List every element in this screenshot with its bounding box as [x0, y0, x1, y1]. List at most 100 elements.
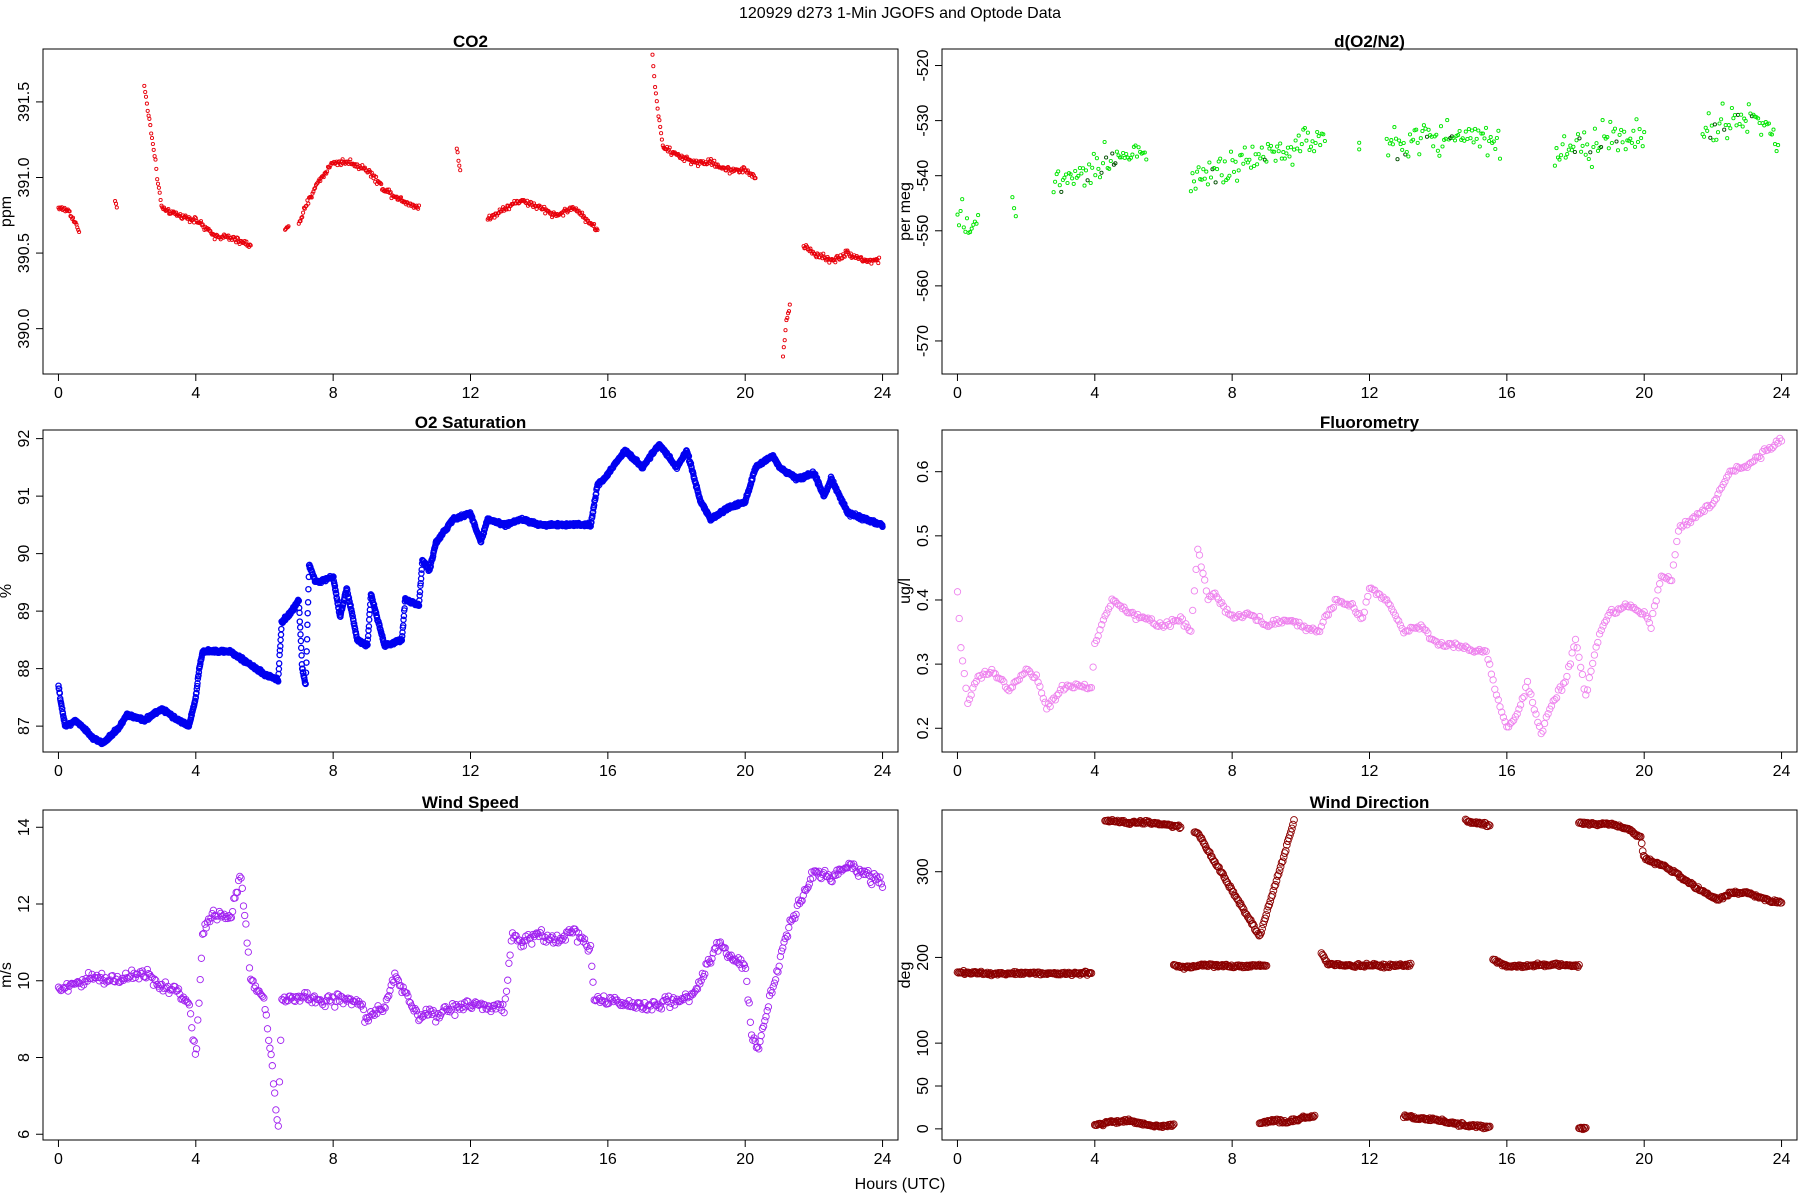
- data-point: [638, 1005, 646, 1013]
- data-point: [297, 637, 305, 645]
- data-point: [440, 1003, 448, 1011]
- data-point: [1575, 132, 1581, 137]
- data-point: [345, 594, 353, 602]
- data-point: [98, 969, 106, 978]
- data-point: [331, 582, 339, 590]
- data-point: [1473, 126, 1478, 131]
- data-point: [1316, 134, 1321, 139]
- data-point: [723, 953, 732, 961]
- data-point: [1116, 818, 1125, 826]
- data-point: [151, 147, 156, 152]
- data-point: [811, 867, 819, 875]
- data-points: [55, 440, 886, 748]
- data-point: [124, 975, 132, 983]
- data-point: [1097, 1119, 1105, 1128]
- data-point: [1771, 127, 1776, 132]
- data-point: [667, 145, 672, 150]
- y-tick-label: 390.0: [16, 309, 33, 349]
- data-point: [1393, 136, 1399, 141]
- x-tick-label: 24: [1773, 1151, 1791, 1168]
- data-point: [143, 94, 149, 99]
- data-point: [1637, 127, 1642, 132]
- data-point: [386, 187, 391, 192]
- data-point: [1010, 195, 1015, 200]
- data-point: [74, 978, 82, 986]
- data-point: [1437, 153, 1442, 158]
- data-point: [1144, 157, 1149, 162]
- data-point: [703, 960, 711, 968]
- data-point: [446, 1008, 454, 1016]
- data-point: [386, 986, 394, 995]
- data-point: [1169, 1120, 1178, 1129]
- data-point: [659, 997, 667, 1006]
- data-point: [301, 989, 309, 997]
- data-point: [244, 948, 252, 956]
- data-point: [697, 977, 705, 985]
- data-point: [1482, 647, 1490, 655]
- data-point: [964, 699, 972, 708]
- data-point: [1669, 561, 1678, 569]
- data-point: [1119, 1118, 1128, 1126]
- y-tick-label: 391.0: [16, 157, 33, 197]
- data-point: [1188, 189, 1193, 194]
- data-point: [595, 227, 600, 233]
- data-point: [1440, 144, 1445, 149]
- data-point: [1189, 606, 1197, 615]
- data-point: [1602, 616, 1611, 624]
- data-point: [865, 871, 873, 880]
- data-point: [1729, 105, 1734, 111]
- data-point: [1493, 146, 1498, 152]
- data-point: [1494, 135, 1499, 141]
- data-point: [1293, 622, 1302, 630]
- data-point: [1098, 621, 1106, 629]
- data-point: [1103, 609, 1111, 617]
- data-point: [113, 201, 119, 206]
- data-point: [1510, 716, 1518, 724]
- data-point: [1329, 603, 1338, 612]
- data-point: [1019, 671, 1027, 679]
- data-point: [194, 675, 202, 682]
- x-tick-label: 0: [54, 763, 63, 780]
- data-point: [1415, 625, 1423, 633]
- x-tick-label: 8: [329, 763, 338, 780]
- data-point: [1434, 132, 1439, 137]
- data-point: [376, 622, 383, 629]
- data-point: [312, 186, 317, 191]
- data-point: [977, 674, 986, 682]
- x-tick-label: 12: [462, 385, 480, 402]
- data-point: [161, 205, 167, 210]
- x-tick-label: 0: [953, 763, 962, 780]
- data-point: [674, 997, 682, 1005]
- data-point: [1520, 693, 1528, 701]
- y-tick-label: 0: [915, 1124, 932, 1133]
- data-point: [1213, 180, 1218, 185]
- data-point: [67, 209, 72, 214]
- data-point: [1142, 150, 1147, 155]
- data-point: [1572, 149, 1577, 155]
- data-point: [659, 131, 664, 136]
- data-point: [1367, 584, 1375, 592]
- data-point: [347, 602, 354, 609]
- data-point: [868, 880, 876, 889]
- data-point: [780, 938, 788, 946]
- data-point: [776, 952, 785, 961]
- data-point: [154, 166, 159, 171]
- data-point: [543, 931, 552, 939]
- data-point: [588, 962, 596, 970]
- data-point: [1193, 186, 1198, 191]
- data-point: [332, 590, 340, 598]
- data-point: [198, 219, 204, 224]
- data-point: [1728, 126, 1733, 131]
- data-point: [972, 677, 980, 686]
- data-point: [1640, 144, 1645, 149]
- data-point: [1242, 145, 1247, 150]
- data-point: [1599, 622, 1607, 630]
- data-point: [1595, 630, 1604, 638]
- x-tick-label: 12: [462, 1151, 480, 1168]
- data-point: [349, 613, 356, 620]
- data-point: [1720, 101, 1725, 106]
- data-point: [1625, 603, 1633, 611]
- data-point: [1204, 169, 1209, 174]
- data-point: [955, 614, 963, 623]
- data-point: [1558, 686, 1566, 694]
